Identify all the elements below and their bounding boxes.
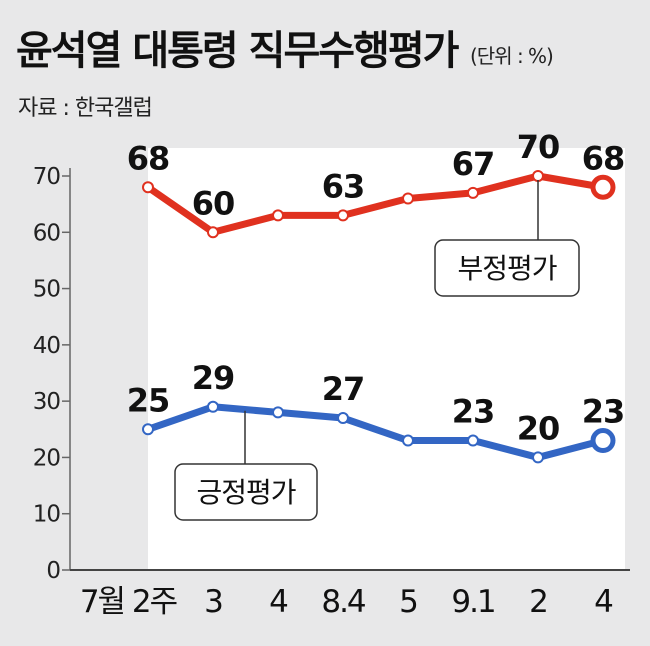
negative-point (402, 192, 414, 205)
positive-point (590, 428, 616, 454)
x-tick-label: 3 (204, 584, 222, 620)
positive-data-label: 23 (452, 393, 495, 431)
y-tick-label: 50 (33, 277, 61, 303)
positive-data-label: 20 (517, 409, 560, 447)
negative-data-label: 60 (192, 184, 235, 222)
negative-series-line (144, 172, 607, 236)
x-tick-label: 5 (399, 584, 417, 620)
positive-point (142, 423, 154, 436)
y-tick-label: 70 (33, 164, 61, 190)
positive-data-label: 23 (582, 393, 625, 431)
y-tick-label: 60 (33, 220, 61, 246)
positive-point (467, 434, 479, 447)
chart-title: 윤석열 대통령 직무수행평가 (16, 28, 459, 74)
negative-point (272, 209, 284, 222)
x-tick-label: 2 (529, 584, 547, 620)
y-tick-label: 0 (46, 558, 60, 584)
negative-legend-box (434, 239, 580, 297)
negative-data-label: 68 (582, 139, 625, 177)
positive-data-label: 29 (192, 359, 235, 397)
positive-data-label: 25 (127, 381, 170, 419)
x-tick-label: 4 (269, 584, 287, 620)
negative-point (207, 226, 219, 239)
negative-point (590, 174, 616, 200)
y-tick-label: 10 (33, 502, 61, 528)
positive-data-label: 27 (322, 370, 365, 408)
positive-legend-label: 긍정평가 (196, 476, 295, 509)
positive-legend-box (174, 463, 318, 521)
y-tick-label: 20 (33, 445, 61, 471)
negative-point (532, 170, 544, 182)
negative-data-label: 70 (517, 128, 560, 166)
y-tick-label: 30 (33, 389, 61, 415)
x-tick-label: 4 (594, 584, 612, 620)
x-tick-label: 7월 2주 (80, 584, 177, 620)
unit-label: (단위 : %) (470, 44, 554, 68)
negative-point (142, 181, 154, 194)
positive-point (207, 400, 219, 413)
negative-data-label: 67 (452, 145, 495, 183)
x-tick-label: 9.1 (451, 584, 494, 620)
negative-data-label: 63 (322, 167, 365, 205)
negative-point (337, 209, 349, 222)
positive-point (402, 434, 414, 447)
x-tick-label: 8.4 (321, 584, 365, 620)
negative-point (467, 186, 479, 199)
source-label: 자료 : 한국갤럽 (18, 96, 153, 121)
negative-data-label: 68 (127, 139, 170, 177)
positive-point (337, 412, 349, 425)
y-tick-label: 40 (33, 333, 61, 359)
negative-legend-label: 부정평가 (457, 252, 556, 285)
positive-series-line (144, 403, 607, 461)
positive-point (532, 451, 544, 464)
positive-point (272, 406, 284, 419)
